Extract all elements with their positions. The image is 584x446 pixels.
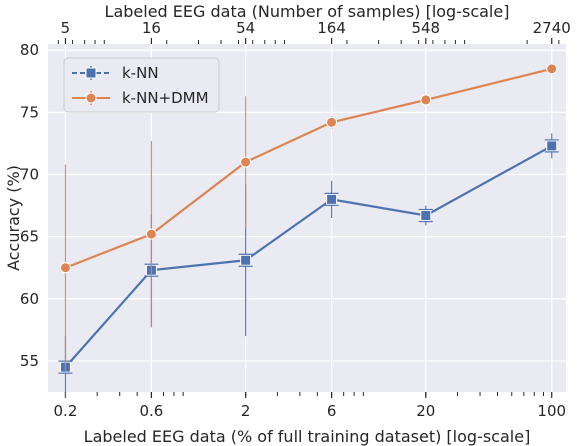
- series-knn-dmm: [59, 63, 558, 371]
- series-line: [64, 144, 553, 368]
- bottom-axis-label: Labeled EEG data (% of full training dat…: [84, 427, 531, 446]
- x-tick-label: 20: [416, 402, 435, 420]
- y-tick-label: 55: [20, 352, 39, 370]
- legend: k-NN k-NN+DMM: [63, 57, 220, 113]
- legend-marker-knn: [85, 67, 97, 79]
- y-tick-label: 65: [20, 228, 39, 246]
- y-tick-label: 70: [20, 166, 39, 184]
- legend-entry-knn: k-NN: [72, 64, 159, 82]
- legend-entry-knn-dmm: k-NN+DMM: [72, 89, 209, 107]
- y-tick-label: 75: [20, 103, 39, 121]
- top-axis-label: Labeled EEG data (Number of samples) [lo…: [105, 2, 510, 21]
- data-series: [58, 63, 559, 399]
- x-tick-label: 0.6: [139, 402, 163, 420]
- data-point: [59, 262, 71, 274]
- data-point: [326, 193, 338, 205]
- legend-marker-knn-dmm: [85, 92, 97, 104]
- series-line: [65, 67, 552, 269]
- x-tick-label: 0.2: [54, 402, 78, 420]
- data-point: [326, 116, 338, 128]
- x-tick-label: 6: [327, 402, 337, 420]
- legend-label-knn-dmm: k-NN+DMM: [122, 89, 209, 107]
- data-point: [145, 228, 157, 240]
- data-point: [420, 210, 432, 222]
- data-point: [240, 156, 252, 168]
- x2-tick-label: 5: [61, 19, 71, 37]
- x2-tick-label: 2740: [533, 19, 571, 37]
- data-point: [420, 94, 432, 106]
- y-tick-label: 80: [20, 41, 39, 59]
- legend-label-knn: k-NN: [122, 64, 159, 82]
- x2-tick-label: 16: [142, 19, 161, 37]
- y-axis-label: Accuracy (%): [4, 165, 23, 271]
- data-point: [546, 140, 558, 152]
- data-point: [546, 63, 558, 75]
- x2-tick-label: 548: [411, 19, 440, 37]
- data-point: [240, 254, 252, 266]
- axis-ticks: 55 60 65 70 75 80 0.2 5 0.6 16 2 54 6 164 20 548 100 2740: [20, 19, 571, 420]
- x2-tick-label: 164: [317, 19, 346, 37]
- y-tick-label: 60: [20, 290, 39, 308]
- x2-tick-label: 54: [236, 19, 255, 37]
- x-tick-label: 2: [241, 402, 251, 420]
- x-tick-label: 100: [537, 402, 566, 420]
